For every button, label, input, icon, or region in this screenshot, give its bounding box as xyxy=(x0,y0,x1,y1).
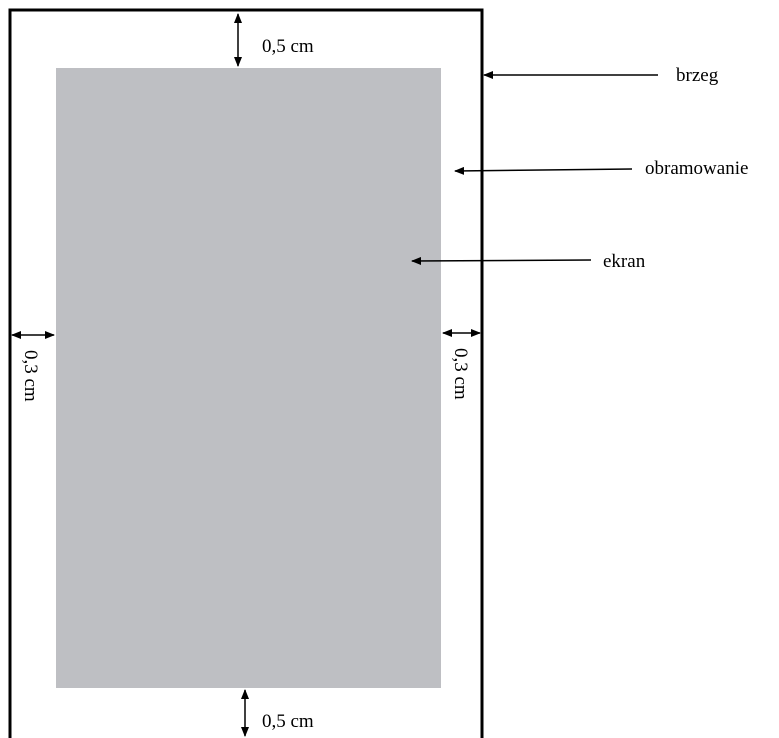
frame-callout-arrow xyxy=(454,166,633,175)
left-margin-label: 0,3 cm xyxy=(20,350,41,402)
device-border xyxy=(8,8,484,738)
right-margin-label: 0,3 cm xyxy=(450,348,471,400)
screen-area xyxy=(56,68,441,688)
screen-callout-arrow xyxy=(411,256,592,265)
top-margin-label: 0,5 cm xyxy=(262,36,314,57)
frame-label: obramowanie xyxy=(645,158,748,179)
border-label: brzeg xyxy=(676,65,719,86)
screen-label: ekran xyxy=(603,251,646,272)
bottom-margin-label: 0,5 cm xyxy=(262,711,314,732)
